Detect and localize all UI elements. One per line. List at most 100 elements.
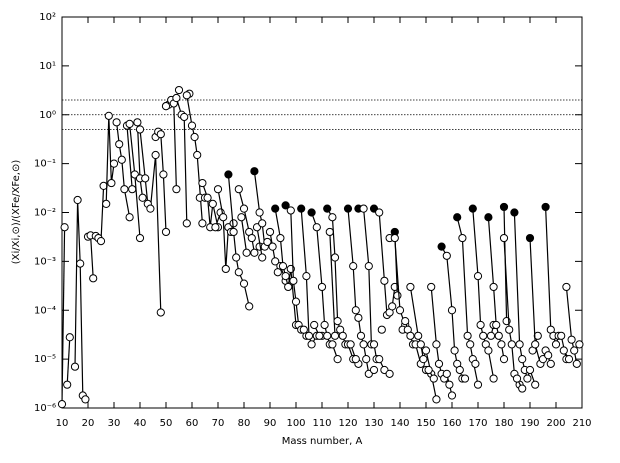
data-point [182,91,191,100]
series-line [61,227,66,405]
data-point [471,359,480,368]
data-point [224,170,233,179]
data-point [221,264,230,274]
data-point [359,340,368,349]
data-point [473,380,483,389]
data-point [161,227,171,237]
data-point [65,333,74,342]
data-point [156,308,165,317]
x-tick-label: 10 [56,418,69,429]
data-point [354,313,363,322]
data-point [406,282,415,292]
data-point [297,204,306,213]
x-tick-label: 210 [572,418,591,429]
data-point [323,204,332,213]
data-point [434,359,444,368]
data-point [575,340,584,349]
data-point [492,320,501,330]
data-point [284,282,293,292]
data-point [213,185,223,194]
data-point [375,355,384,364]
data-point [525,365,535,375]
x-tick-label: 80 [238,418,251,429]
data-point [302,271,311,281]
data-point [315,331,324,340]
data-point [281,201,290,210]
data-point [255,208,264,217]
data-point [323,331,332,340]
data-point [395,306,405,315]
data-point [427,282,436,292]
data-point [380,276,389,285]
data-point [325,227,334,237]
data-point [486,331,496,340]
data-point [237,213,246,222]
data-point [258,253,267,262]
data-point [115,140,124,149]
data-point [567,335,576,344]
data-point [479,331,488,340]
data-point [317,282,327,292]
x-axis-label: Mass number, A [282,436,363,447]
data-point [289,276,298,285]
x-tick-label: 20 [82,418,95,429]
data-point [172,93,181,103]
data-point [510,208,519,217]
data-point [432,340,441,349]
x-tick-label: 170 [468,418,487,429]
data-point [109,159,119,168]
y-tick-label: 10⁻² [34,208,56,219]
series-line [87,234,94,279]
data-point [135,125,145,134]
data-point [161,102,171,111]
x-tick-label: 90 [264,418,277,429]
data-point [198,178,207,188]
data-point [356,331,366,340]
data-point [89,274,98,283]
series-line [256,227,263,258]
series-line [126,125,133,190]
data-point [572,359,581,368]
series-line [240,217,248,253]
data-point [141,174,150,183]
data-point [312,223,321,232]
data-point [484,346,493,355]
data-point [281,271,290,281]
data-point [570,346,579,355]
data-point [499,233,509,243]
data-point [351,355,360,364]
data-point [564,355,574,364]
data-point [151,150,160,160]
data-point [190,132,199,142]
data-point [304,331,314,340]
data-point [60,223,69,232]
data-point [359,204,368,213]
data-point [250,248,259,257]
data-point [276,233,285,243]
data-point [541,202,550,212]
data-point [268,242,277,251]
y-tick-label: 10¹ [39,61,56,72]
data-point [135,233,145,243]
data-point [494,331,503,340]
data-point [159,170,168,179]
data-point [128,185,137,194]
data-point [273,268,282,277]
data-point [531,340,540,349]
data-point [416,340,425,349]
data-point [507,340,516,349]
data-point [546,359,555,368]
data-point [286,206,295,215]
x-tick-label: 70 [212,418,225,429]
x-tick-label: 190 [520,418,539,429]
data-point [429,374,438,383]
data-point [544,351,553,360]
series-line [373,208,396,317]
data-point [343,204,353,213]
data-point [70,362,80,371]
data-point [377,325,386,334]
data-point [369,365,379,375]
data-point [63,380,72,389]
data-point [112,118,121,127]
data-point [442,369,451,378]
